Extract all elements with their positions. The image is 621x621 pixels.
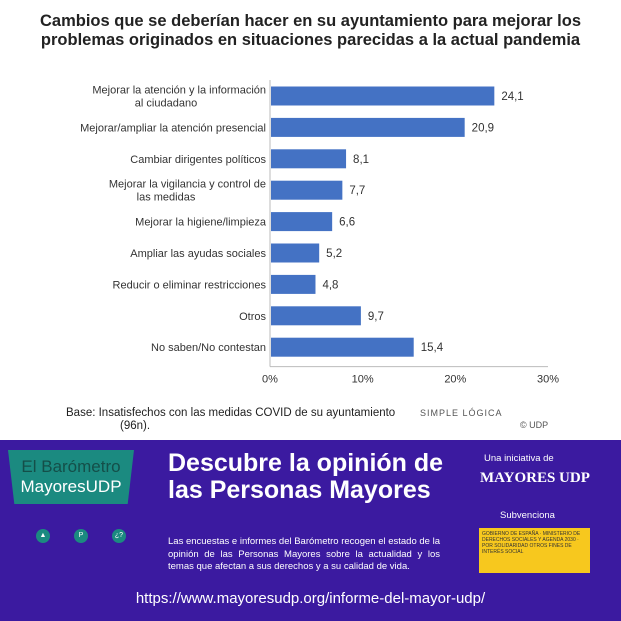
gobierno-logo: GOBIERNO DE ESPAÑA · MINISTERIO DE DEREC… <box>479 528 590 573</box>
data-label: 9,7 <box>368 311 384 323</box>
category-label: Mejorar la atención y la información <box>92 85 266 97</box>
bubble-line1: El Barómetro <box>21 457 121 476</box>
x-tick-label: 30% <box>537 374 559 386</box>
barometro-bubble-logo: El Barómetro MayoresUDP <box>8 450 134 504</box>
data-label: 8,1 <box>353 154 369 166</box>
mayores-udp-logo: MAYORES UDP <box>480 470 590 486</box>
subsidy-label: Subvenciona <box>500 510 555 521</box>
description: Las encuestas e informes del Barómetro r… <box>168 536 440 572</box>
base-note: Base: Insatisfechos con las medidas COVI… <box>66 407 395 433</box>
copyright: © UDP <box>520 420 549 430</box>
category-label: Cambiar dirigentes políticos <box>130 154 266 166</box>
bar <box>271 337 414 357</box>
base-line1: Base: Insatisfechos con las medidas COVI… <box>66 407 396 419</box>
category-label: al ciudadano <box>135 98 197 110</box>
bar <box>271 149 347 169</box>
bar <box>271 180 343 200</box>
category-label: Mejorar/ampliar la atención presencial <box>80 122 266 134</box>
url-link[interactable]: https://www.mayoresudp.org/informe-del-m… <box>135 590 486 607</box>
category-label: Mejorar la vigilancia y control de <box>109 179 266 191</box>
headline: Descubre la opinión de las Personas Mayo… <box>168 449 444 504</box>
bubble-line2: MayoresUDP <box>20 477 122 496</box>
simple-logica-logo: SIMPLE LÓGICA <box>420 408 503 418</box>
bar <box>271 274 316 294</box>
bar-chart: 24,1 Mejorar la atención y la información… <box>80 80 559 386</box>
data-label: 24,1 <box>501 91 523 103</box>
x-tick-label: 10% <box>352 374 374 386</box>
category-label: las medidas <box>137 192 196 204</box>
category-label: Reducir o eliminar restricciones <box>113 279 267 291</box>
bar <box>271 117 465 137</box>
category-label: Mejorar la higiene/limpieza <box>135 217 267 229</box>
category-label: No saben/No contestan <box>151 342 266 354</box>
parking-icon: P <box>74 529 88 543</box>
x-tick-label: 20% <box>444 374 466 386</box>
data-label: 7,7 <box>349 185 365 197</box>
chart-title: Cambios que se deberían hacer en su ayun… <box>40 12 582 49</box>
question-icon: ¿? <box>112 529 126 543</box>
data-label: 20,9 <box>472 122 494 134</box>
data-label: 4,8 <box>322 279 338 291</box>
person-icon: ▲ <box>36 529 50 543</box>
category-label: Ampliar las ayudas sociales <box>130 248 266 260</box>
data-label: 15,4 <box>421 342 444 354</box>
bar <box>271 306 361 326</box>
x-tick-label: 0% <box>262 374 278 386</box>
bar <box>271 86 495 106</box>
initiative-label: Una iniciativa de <box>484 453 554 464</box>
data-label: 6,6 <box>339 217 355 229</box>
category-label: Otros <box>239 311 266 323</box>
bar <box>271 243 320 263</box>
bar <box>271 212 333 232</box>
base-line2: (96n). <box>120 420 151 432</box>
data-label: 5,2 <box>326 248 342 260</box>
promo-banner: El Barómetro MayoresUDP ▲ P ¿? Descubre la … <box>0 440 621 621</box>
